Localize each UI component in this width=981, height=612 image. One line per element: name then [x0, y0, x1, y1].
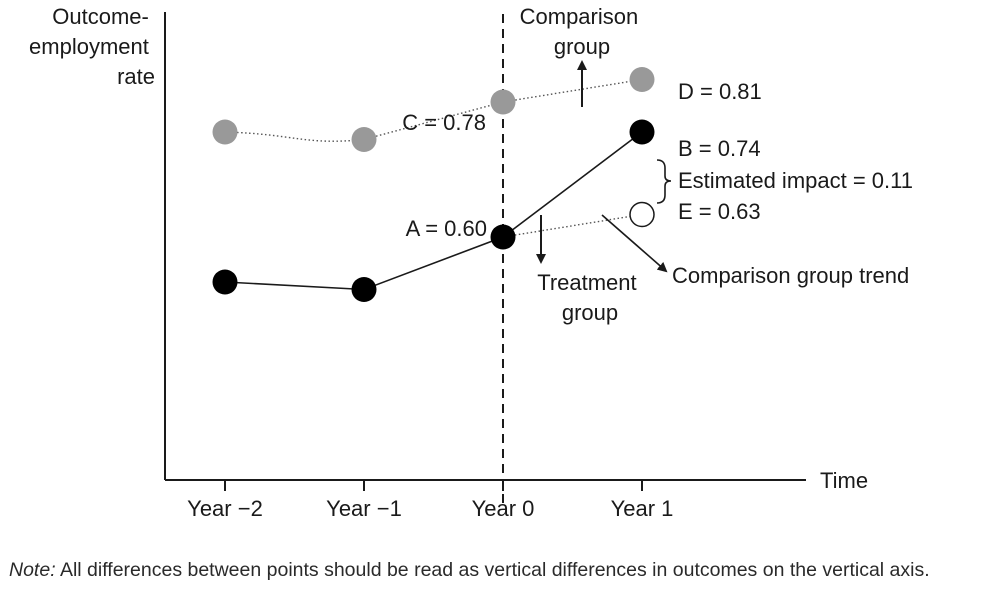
- series-points: [212, 67, 655, 302]
- point-label-b: B = 0.74: [678, 136, 761, 161]
- point-label-a: A = 0.60: [406, 216, 487, 241]
- comparison-trend-label: Comparison group trend: [672, 263, 909, 288]
- point-label-d: D = 0.81: [678, 79, 762, 104]
- comparison-point-3: [629, 67, 655, 92]
- treatment-group-label: Treatment group: [537, 270, 643, 325]
- treatment-point-0: [212, 269, 238, 295]
- figure-note: Note: All differences between points sho…: [9, 556, 971, 584]
- x-tick-label-0: Year −2: [187, 496, 263, 521]
- series-lines: [224, 78, 643, 291]
- comparison-group-label-line-2: group: [554, 34, 610, 59]
- point-label-c: C = 0.78: [402, 110, 486, 135]
- comparison-group-label-line-1: Comparison: [520, 4, 639, 29]
- treatment-point-3: [629, 119, 655, 145]
- impact-brace: [656, 159, 672, 204]
- y-axis-label-line-1: Outcome-: [52, 4, 149, 29]
- difference-in-differences-chart: Outcome- employment rate Time Year −2 Yea…: [29, 4, 913, 521]
- x-axis-label: Time: [820, 468, 868, 493]
- estimated-impact-label: Estimated impact = 0.11: [678, 168, 913, 193]
- comparison-point-0: [212, 119, 238, 145]
- counterfactual-point-e: [629, 201, 655, 228]
- comparison-group-label: Comparison group: [520, 4, 645, 59]
- point-label-e: E = 0.63: [678, 199, 761, 224]
- comparison-point-1: [351, 127, 377, 152]
- x-axis-ticks: Year −2 Year −1 Year 0 Year 1: [187, 480, 673, 521]
- treatment-point-1: [351, 277, 377, 302]
- x-tick-label-1: Year −1: [326, 496, 402, 521]
- y-axis-label: Outcome- employment rate: [29, 4, 155, 89]
- x-tick-label-2: Year 0: [472, 496, 535, 521]
- note-text: All differences between points should be…: [55, 559, 930, 581]
- comparison-trend-arrow: [601, 214, 668, 273]
- y-axis-label-line-2: employment: [29, 34, 149, 59]
- counterfactual-trend-line: [502, 213, 643, 238]
- x-tick-label-3: Year 1: [611, 496, 674, 521]
- treatment-group-label-line-1: Treatment: [537, 270, 636, 295]
- note-label: Note:: [9, 559, 56, 581]
- treatment-group-label-line-2: group: [562, 300, 618, 325]
- treatment-group-line: [224, 131, 643, 291]
- y-axis-label-line-3: rate: [117, 64, 155, 89]
- treatment-point-2: [490, 224, 516, 250]
- comparison-point-2: [490, 89, 516, 115]
